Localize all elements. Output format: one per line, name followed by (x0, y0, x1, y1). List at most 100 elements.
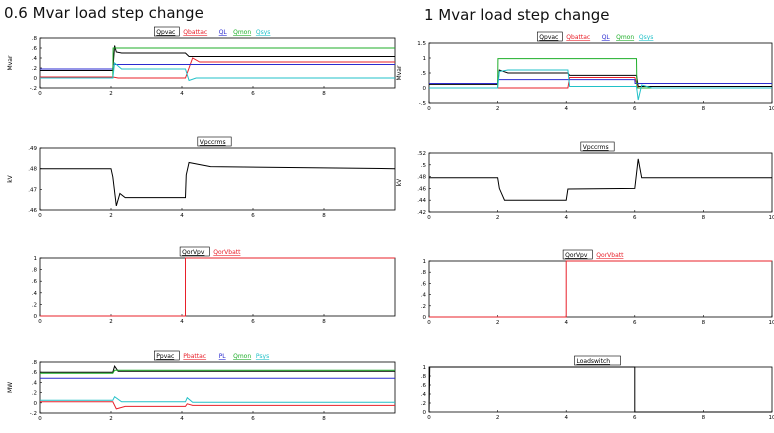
y-tick-label: 0 (34, 314, 38, 320)
series-QL (429, 79, 772, 84)
x-tick-label: 8 (322, 213, 326, 219)
y-tick-label: .48 (28, 167, 37, 173)
plot-frame (428, 152, 773, 213)
x-tick-label: 8 (702, 106, 706, 112)
legend-entry: QL (219, 29, 228, 36)
x-tick-label: 10 (769, 106, 774, 112)
y-tick-label: .2 (32, 302, 37, 308)
x-tick-label: 6 (633, 106, 637, 112)
plot-frame (428, 366, 773, 413)
chart-L3: 0 2 4 6 8 0 .2 .4 .6 .8 1 QorVpv QorVbatt (32, 246, 396, 325)
x-tick-label: 2 (109, 416, 113, 422)
x-tick-label: 0 (427, 415, 431, 421)
x-tick-label: 2 (496, 215, 500, 221)
plot-frame (39, 37, 396, 89)
x-tick-label: 10 (769, 320, 774, 326)
x-tick-label: 10 (769, 215, 774, 221)
y-tick-label: 1 (423, 259, 427, 265)
x-tick-label: 6 (633, 415, 637, 421)
legend-entry: QL (602, 34, 611, 41)
legend-entry: QorVbatt (213, 249, 241, 256)
x-tick-label: 2 (109, 213, 113, 219)
y-tick-label: 1.5 (417, 41, 426, 47)
x-tick-label: 8 (702, 215, 706, 221)
x-tick-label: 6 (251, 213, 255, 219)
series-QorVbatt (40, 257, 395, 317)
series-Qsys (429, 69, 772, 101)
legend-box (179, 246, 210, 257)
legend-entry: QorVpv (182, 249, 205, 256)
x-tick-label: 4 (564, 415, 568, 421)
x-tick-label: 2 (496, 106, 500, 112)
y-axis-label: MW (7, 382, 14, 393)
legend-entry: Qsys (256, 29, 271, 36)
x-tick-label: 10 (769, 415, 774, 421)
y-tick-label: .2 (32, 66, 37, 72)
legend-entry: Qmon (616, 34, 634, 41)
y-tick-label: .52 (417, 151, 426, 157)
legend-box (574, 355, 621, 366)
y-axis-label: kV (396, 178, 403, 186)
series-Qpvac (429, 69, 772, 87)
y-tick-label: .8 (421, 374, 427, 380)
y-tick-label: .2 (421, 401, 426, 407)
legend-box (562, 249, 593, 260)
y-tick-label: .49 (28, 146, 37, 152)
x-tick-label: 0 (38, 319, 42, 325)
y-tick-label: .4 (32, 56, 38, 62)
x-tick-label: 8 (702, 415, 706, 421)
x-tick-label: 2 (496, 415, 500, 421)
series-Qpvac (40, 45, 395, 71)
y-tick-label: -.5 (419, 101, 427, 107)
y-tick-label: .6 (32, 279, 38, 285)
chart-L2: 0 2 4 6 8 .46 .47 .48 .49 kV Vpccrms (7, 136, 396, 219)
series-Pbattac (40, 401, 395, 410)
legend-entry: Vpccrms (583, 144, 609, 151)
x-tick-label: 0 (427, 320, 431, 326)
y-tick-label: .2 (421, 304, 426, 310)
y-tick-label: .6 (421, 383, 427, 389)
legend-box (580, 141, 615, 152)
x-tick-label: 4 (180, 213, 184, 219)
y-tick-label: -.2 (30, 86, 37, 92)
x-tick-label: 6 (251, 91, 255, 97)
y-tick-label: .4 (421, 293, 427, 299)
y-tick-label: 0 (423, 86, 427, 92)
legend-entry: Loadswitch (577, 358, 611, 365)
y-tick-label: .42 (417, 210, 426, 216)
right-title: 1 Mvar load step change (424, 6, 610, 24)
x-tick-label: 8 (322, 319, 326, 325)
y-tick-label: 0 (34, 76, 38, 82)
series-Psys (40, 395, 395, 403)
legend-entry: Ppvac (156, 353, 174, 360)
legend-box (154, 26, 180, 37)
x-tick-label: 4 (180, 91, 184, 97)
legend-box (154, 350, 180, 361)
plot-frame (39, 361, 396, 414)
legend-entry: Qpvac (156, 29, 175, 36)
y-tick-label: .8 (32, 360, 38, 366)
y-tick-label: 0 (34, 401, 38, 407)
legend-entry: Psys (256, 353, 269, 360)
legend-entry: QorVpv (565, 252, 588, 259)
chart-R3: 0 2 4 6 8 10 0 .2 .4 .6 .8 1 QorVpv QorVbatt (421, 249, 774, 326)
y-tick-label: .6 (421, 281, 427, 287)
y-tick-label: .47 (28, 187, 37, 193)
y-tick-label: .44 (417, 198, 426, 204)
series-Ppvac (40, 364, 395, 373)
x-tick-label: 8 (322, 416, 326, 422)
x-tick-label: 0 (38, 213, 42, 219)
y-tick-label: .6 (32, 46, 38, 52)
plot-frame (39, 257, 396, 317)
series-Vpccrms (40, 161, 396, 207)
x-tick-label: 0 (38, 416, 42, 422)
x-tick-label: 2 (496, 320, 500, 326)
y-tick-label: .4 (421, 392, 427, 398)
y-tick-label: 0 (423, 410, 427, 416)
chart-R2: 0 2 4 6 8 10 .42 .44 .46 .48 .5 .52 kV Vpccrms (396, 141, 774, 221)
x-tick-label: 4 (564, 215, 568, 221)
legend-entry: Qmon (233, 353, 251, 360)
x-tick-label: 8 (702, 320, 706, 326)
